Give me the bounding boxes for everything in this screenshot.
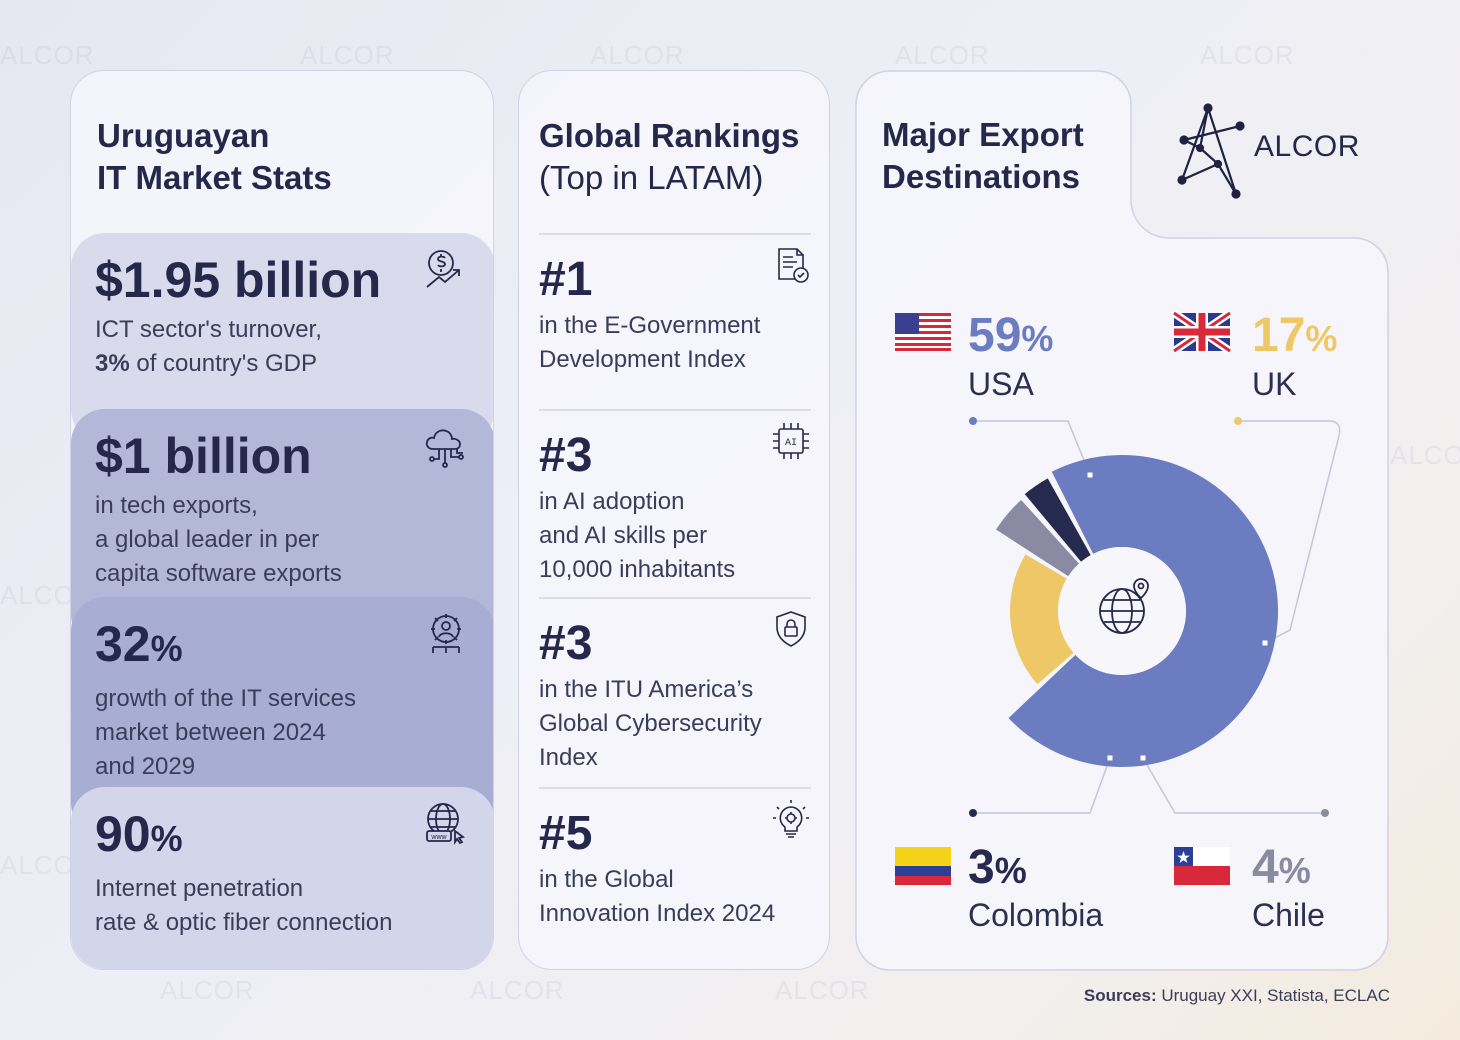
card-title: Global Rankings (Top in LATAM) [539,117,800,196]
it-market-stats-card: Uruguayan IT Market Stats $1.95 billion I… [70,70,494,970]
stat-description: Internet penetration rate & optic fiber … [95,875,393,936]
watermark: ALCOR [470,975,565,1005]
rank-description: in AI adoption and AI skills per 10,000 in… [539,488,736,583]
watermark: ALCOR [300,40,395,70]
watermark: ALCOR [160,975,255,1005]
slice-marker [1107,755,1113,761]
rank-number: #1 [539,253,593,306]
rank-description: in the ITU America’s Global Cybersecurity… [539,676,762,771]
globe-pin-icon [1099,578,1149,634]
usa-label: USA [968,366,1034,402]
watermark: ALCOR [1390,440,1460,470]
watermark: ALCOR [1200,40,1295,70]
usa-flag-icon [895,313,951,351]
uk-flag-icon [1171,309,1233,355]
stat-description: in tech exports, a global leader in per … [95,492,342,587]
ai-chip-icon: AI [773,423,809,459]
stat-value: 90% [95,806,183,862]
watermark: ALCOR [775,975,870,1005]
alcor-logo-text: ALCOR [1254,130,1360,163]
gear-person-icon [431,614,461,653]
colombia-value: 3% [968,841,1027,894]
rank-description: in the E-Government Development Index [539,312,761,373]
stat-value: $1.95 billion [95,252,382,308]
usa-value: 59% [968,309,1054,362]
donut-slice-uk [1010,554,1074,685]
slice-marker [1262,640,1268,646]
rank-number: #3 [539,617,593,670]
stat-internet: 90% Internet penetration rate & optic fi… [71,787,493,969]
donut-slice-chile [996,499,1079,577]
alcor-logo [1177,103,1245,199]
stat-value: $1 billion [95,428,312,484]
slice-marker [1140,755,1146,761]
rank-number: #5 [539,807,593,860]
cloud-circuit-icon [425,429,464,468]
shield-lock-icon [776,611,806,647]
card-title: Uruguayan IT Market Stats [97,117,332,196]
chile-value: 4% [1252,841,1311,894]
watermark: ALCOR [895,40,990,70]
stat-turnover: $1.95 billion ICT sector's turnover, 3% … [71,233,493,443]
donut-slice-colombia [1024,478,1091,562]
rank-description: in the Global Innovation Index 2024 [539,866,776,927]
stat-description: ICT sector's turnover, 3% of country's G… [95,316,322,377]
watermark: ALCOR [590,40,685,70]
rank-item: #1 in the E-Government Development Index [539,233,811,377]
rank-number: #3 [539,429,593,482]
uk-label: UK [1252,366,1297,402]
leader-lines [973,420,1341,814]
chile-label: Chile [1252,897,1325,933]
donut-slice-usa [1008,455,1279,768]
sources-note: Sources: Uruguay XXI, Statista, ECLAC [1083,986,1390,1005]
rank-item: #5 in the Global Innovation Index 2024 [539,787,811,931]
chile-flag-icon [1174,847,1230,885]
slice-marker [1087,472,1093,478]
stat-value: 32% [95,616,183,672]
rank-item: #3 in AI adoption and AI skills per 10,000… [539,409,811,587]
rank-item: #3 in the ITU America’s Global Cybersecur… [539,597,811,775]
document-check-icon [778,248,809,283]
svg-text:AI: AI [785,438,797,449]
global-rankings-card: Global Rankings (Top in LATAM) #1 in the … [518,70,830,970]
dollar-growth-icon [426,250,460,288]
uk-value: 17% [1252,309,1338,362]
globe-www-icon: www [426,803,466,845]
lightbulb-gear-icon [773,800,809,838]
colombia-label: Colombia [968,897,1104,933]
svg-text:www: www [430,834,447,841]
stat-description: growth of the IT services market between… [95,685,356,780]
watermark: ALCOR [0,40,95,70]
card-title: Major Export Destinations [882,116,1084,195]
colombia-flag-icon [895,847,951,885]
